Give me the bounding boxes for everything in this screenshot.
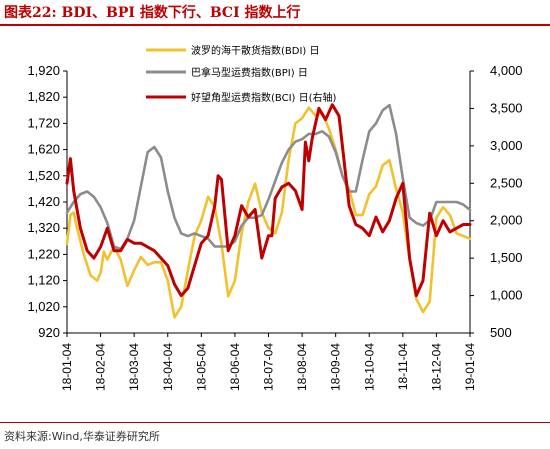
source-note: 资料来源:Wind,华泰证券研究所 xyxy=(4,430,160,443)
x-tick-label: 18-11-04 xyxy=(396,343,410,390)
left-tick-label: 1,020 xyxy=(27,299,60,314)
left-tick-label: 1,820 xyxy=(27,89,60,104)
series-line-bpi xyxy=(65,103,472,251)
right-tick-label: 2,000 xyxy=(490,213,523,228)
series-line-bci xyxy=(65,103,472,298)
left-tick-label: 1,420 xyxy=(27,194,60,209)
chart-title: 图表22: BDI、BPI 指数下行、BCI 指数上行 xyxy=(4,5,301,21)
legend-label: 好望角型运费指数(BCI) 日(右轴) xyxy=(191,91,336,104)
left-tick-label: 1,520 xyxy=(27,168,60,183)
x-tick-label: 18-06-04 xyxy=(228,343,242,391)
title-rule xyxy=(0,24,550,26)
x-tick-label: 18-08-04 xyxy=(295,343,309,391)
legend-label: 巴拿马型运费指数(BPI) 日 xyxy=(191,66,308,79)
left-tick-label: 1,120 xyxy=(27,273,60,288)
x-tick-label: 18-05-04 xyxy=(194,343,208,391)
left-tick-label: 920 xyxy=(38,325,60,340)
axes: 920 1,020 1,120 1,220 1,320 1,420 1,520 1,620 1,… xyxy=(27,63,522,391)
right-tick-label: 500 xyxy=(490,325,512,340)
series-layer xyxy=(65,103,472,319)
left-tick-label: 1,620 xyxy=(27,142,60,157)
right-tick-label: 2,500 xyxy=(490,175,523,190)
x-tick-label: 18-12-04 xyxy=(429,343,443,391)
x-tick-label: 18-10-04 xyxy=(362,343,376,391)
left-tick-label: 1,720 xyxy=(27,115,60,130)
right-tick-label: 1,000 xyxy=(490,288,523,303)
left-tick-label: 1,920 xyxy=(27,63,60,78)
left-tick-label: 1,320 xyxy=(27,220,60,235)
legend-label: 波罗的海干散货指数(BDI) 日 xyxy=(191,44,320,57)
x-tick-label: 18-07-04 xyxy=(262,343,276,391)
right-tick-label: 3,000 xyxy=(490,138,523,153)
x-tick-label: 18-02-04 xyxy=(94,343,108,391)
x-tick-label: 18-01-04 xyxy=(60,343,74,391)
left-tick-label: 1,220 xyxy=(27,246,60,261)
right-tick-label: 3,500 xyxy=(490,100,523,115)
source-rule xyxy=(0,422,550,423)
x-tick-label: 18-04-04 xyxy=(161,343,175,391)
right-tick-label: 4,000 xyxy=(490,63,523,78)
x-tick-label: 18-09-04 xyxy=(329,343,343,391)
x-tick-label: 18-03-04 xyxy=(127,343,141,391)
right-tick-label: 1,500 xyxy=(490,250,523,265)
x-tick-label: 19-01-04 xyxy=(463,343,477,391)
